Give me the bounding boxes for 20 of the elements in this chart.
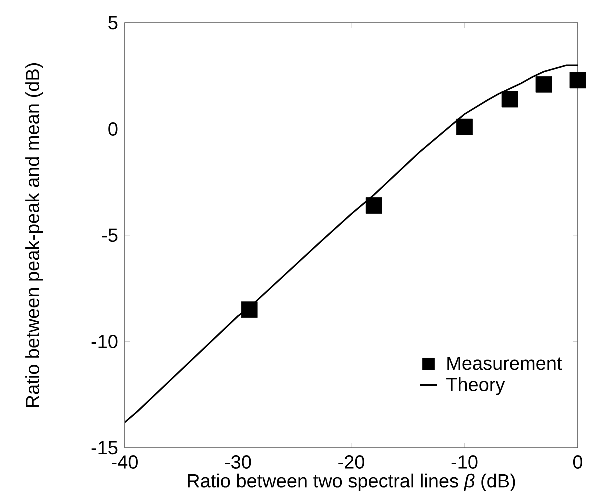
x-tick-label: -30 [225, 456, 252, 470]
x-tick-label: -20 [338, 456, 364, 470]
point [570, 72, 586, 89]
x-tick-label: -40 [112, 456, 138, 470]
point [456, 118, 473, 136]
y-tick-label: 0 [108, 122, 118, 136]
point [536, 76, 552, 93]
y-tick-label: -5 [102, 228, 118, 242]
y-tick-label: -15 [92, 441, 118, 455]
y-axis-title: Ratio between peak-peak and mean (dB) [26, 64, 44, 408]
legend-label: Measurement [448, 357, 562, 370]
y-tick-label: -10 [92, 335, 118, 349]
x-tick-label: -10 [452, 456, 478, 470]
point [366, 198, 382, 214]
x-tick-label: 0 [573, 456, 583, 470]
x-axis-title: Ratio between two spectral lines β (dB) [188, 474, 516, 492]
y-tick-label: 5 [108, 16, 118, 30]
legend-label: Theory [446, 378, 506, 396]
point [241, 302, 258, 318]
point [502, 91, 518, 108]
